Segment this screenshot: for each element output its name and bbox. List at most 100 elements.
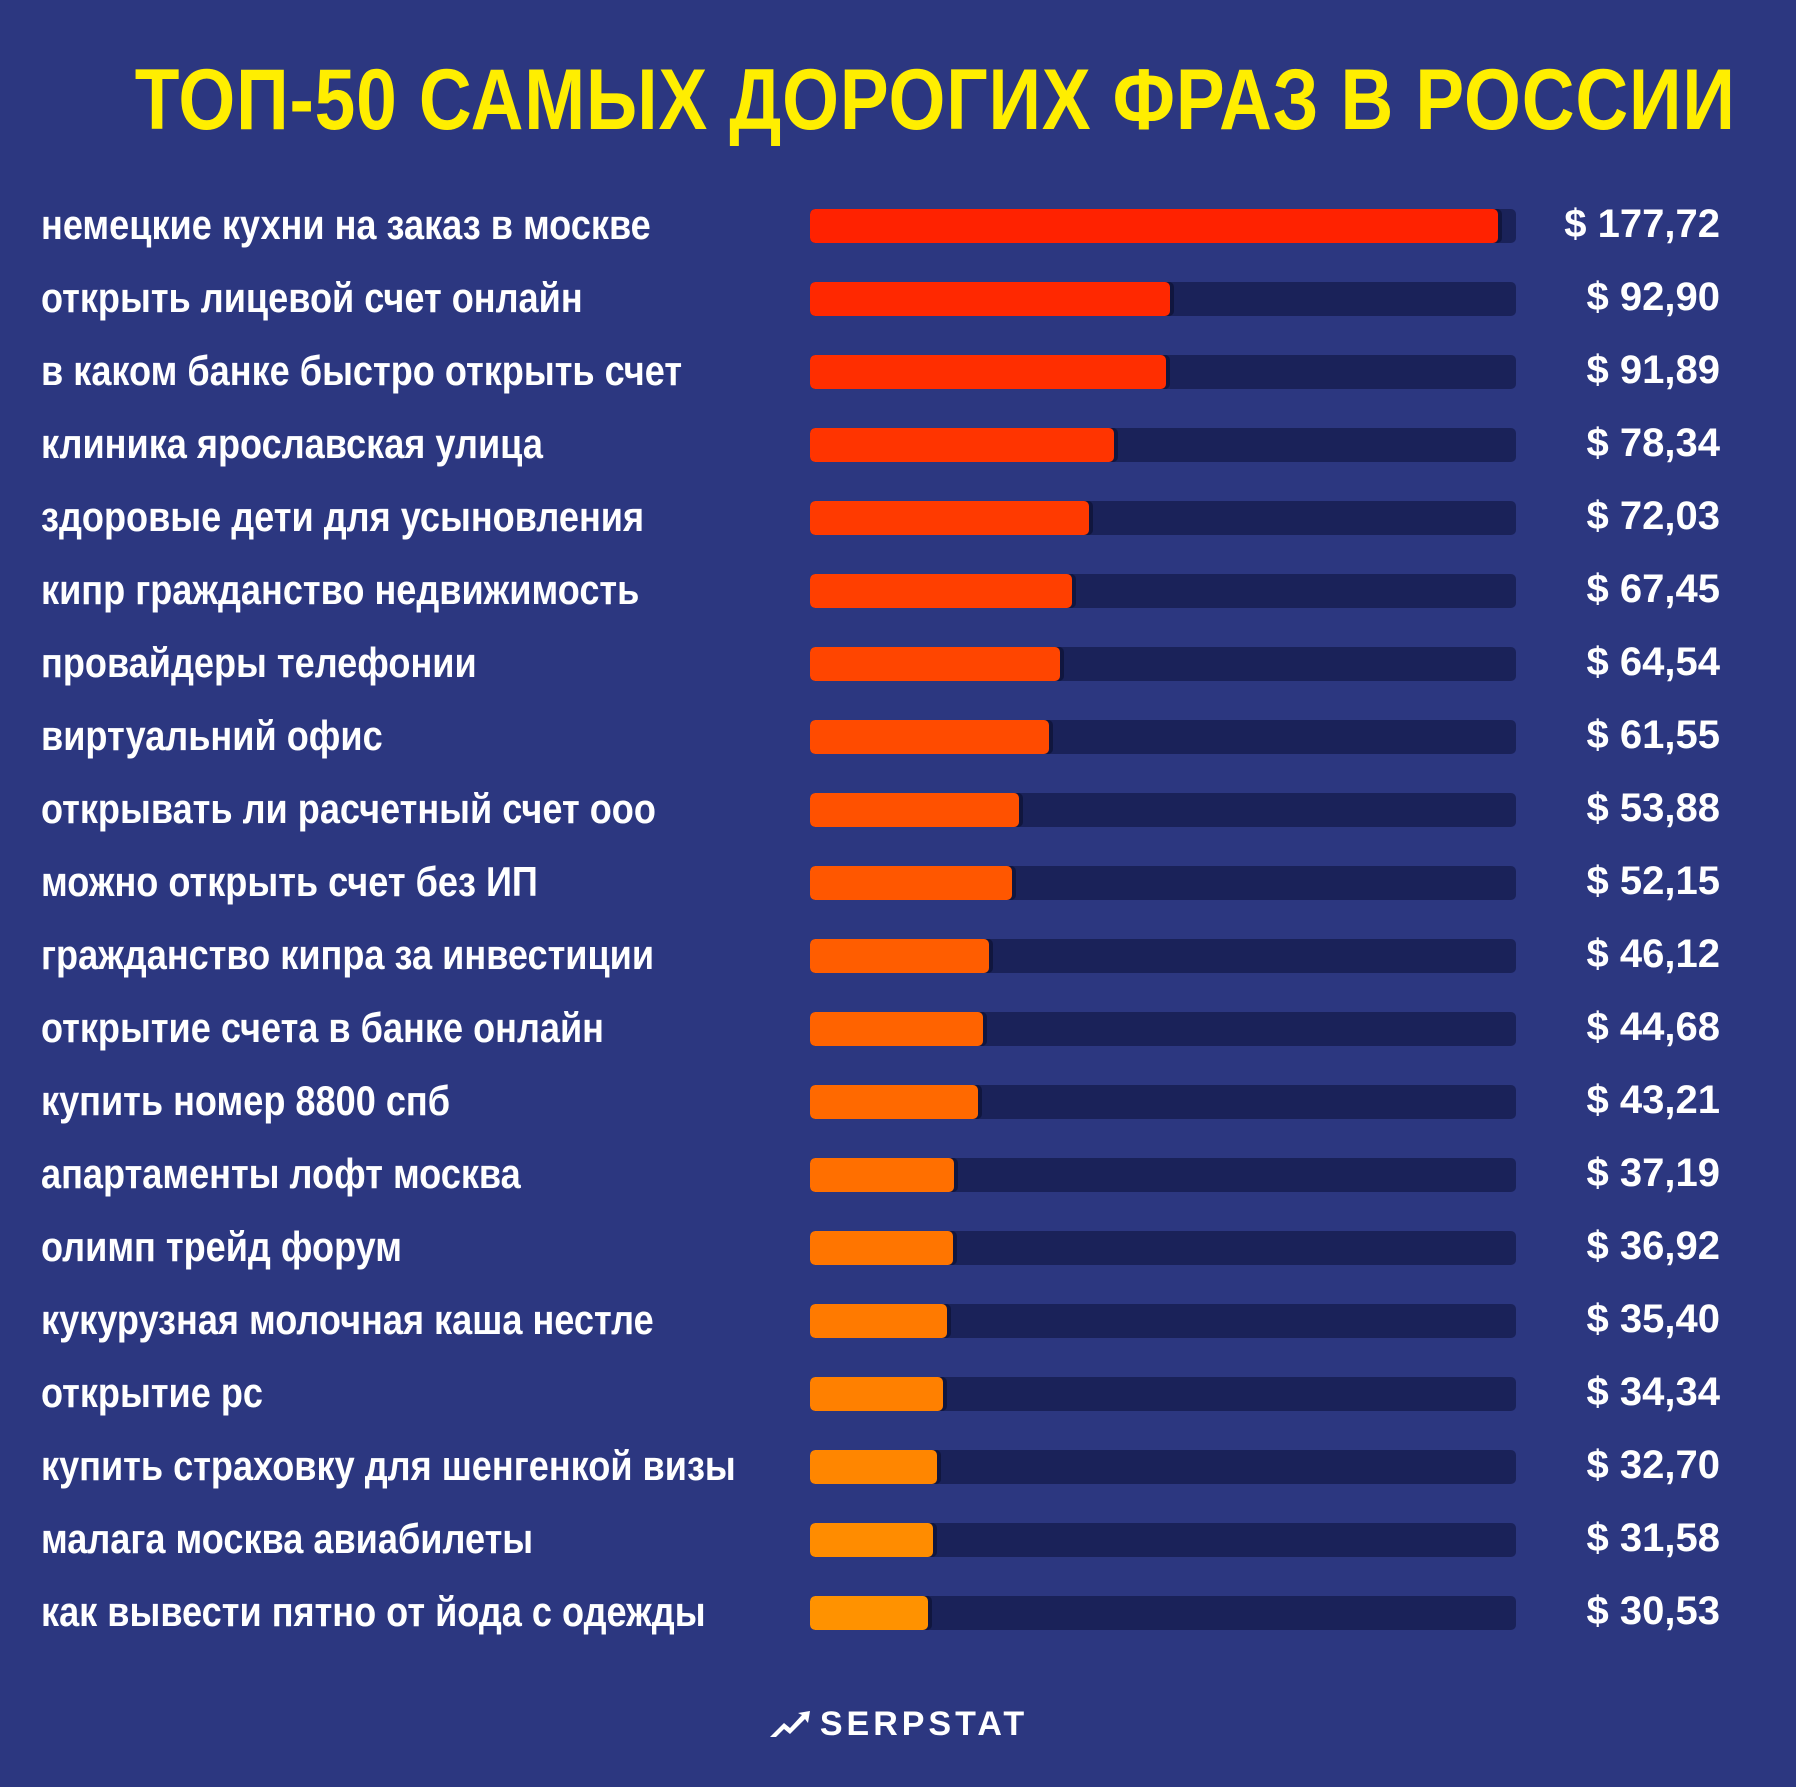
- bar: [810, 939, 989, 973]
- bar-track: [810, 1231, 1516, 1265]
- value-label: $ 37,19: [1586, 1151, 1720, 1195]
- bar: [810, 1231, 954, 1265]
- category-label: купить номер 8800 спб: [41, 1077, 451, 1124]
- value-label: $ 43,21: [1586, 1078, 1720, 1122]
- bar-track: [810, 647, 1516, 681]
- value-label: $ 177,72: [1564, 202, 1720, 246]
- bar-row: олимп трейд форум $ 36,92: [0, 1210, 1796, 1283]
- bar: [810, 574, 1072, 608]
- value-label: $ 78,34: [1586, 421, 1720, 465]
- bar-track: [810, 866, 1516, 900]
- bar-track: [810, 282, 1516, 316]
- bar-track: [810, 1085, 1516, 1119]
- bar-row: клиника ярославская улица $ 78,34: [0, 407, 1796, 480]
- bar-row: в каком банке быстро открыть счет $ 91,89: [0, 334, 1796, 407]
- category-label: кипр гражданство недвижимость: [41, 566, 640, 613]
- bar-track: [810, 355, 1516, 389]
- bar-row: виртуальний офис $ 61,55: [0, 699, 1796, 772]
- value-label: $ 61,55: [1586, 713, 1720, 757]
- bar: [810, 428, 1114, 462]
- category-label: открытие рс: [41, 1369, 264, 1416]
- value-label: $ 91,89: [1586, 348, 1720, 392]
- serpstat-logo-icon: [769, 1711, 810, 1737]
- bar: [810, 793, 1019, 827]
- bar: [810, 866, 1013, 900]
- bar-track: [810, 939, 1516, 973]
- category-label: кукурузная молочная каша нестле: [41, 1296, 654, 1343]
- bar: [810, 1158, 955, 1192]
- bar-row: здоровые дети для усыновления $ 72,03: [0, 480, 1796, 553]
- bar: [810, 1450, 937, 1484]
- value-label: $ 52,15: [1586, 859, 1720, 903]
- bar-track: [810, 501, 1516, 535]
- bar-row: апартаменты лофт москва $ 37,19: [0, 1137, 1796, 1210]
- category-label: как вывести пятно от йода с одежды: [41, 1588, 706, 1635]
- category-label: провайдеры телефонии: [41, 639, 477, 686]
- bar: [810, 1377, 944, 1411]
- bar-track: [810, 1523, 1516, 1557]
- bar-track: [810, 428, 1516, 462]
- bar-row: можно открыть счет без ИП $ 52,15: [0, 845, 1796, 918]
- bar: [810, 647, 1061, 681]
- bar-row: кукурузная молочная каша нестле $ 35,40: [0, 1283, 1796, 1356]
- bar: [810, 1523, 933, 1557]
- value-label: $ 67,45: [1586, 567, 1720, 611]
- bar-row: как вывести пятно от йода с одежды $ 30,5…: [0, 1575, 1796, 1648]
- bar: [810, 720, 1049, 754]
- bar: [810, 1596, 929, 1630]
- bar: [810, 1012, 984, 1046]
- bar: [810, 209, 1498, 243]
- category-label: открытие счета в банке онлайн: [41, 1004, 605, 1051]
- value-label: $ 92,90: [1586, 275, 1720, 319]
- category-label: открывать ли расчетный счет ооо: [41, 785, 656, 832]
- bar-track: [810, 1158, 1516, 1192]
- bar-row: открытие счета в банке онлайн $ 44,68: [0, 991, 1796, 1064]
- bar-row: открывать ли расчетный счет ооо $ 53,88: [0, 772, 1796, 845]
- bar: [810, 501, 1090, 535]
- brand-logo: SERPSTAT: [0, 1694, 1796, 1754]
- value-label: $ 46,12: [1586, 932, 1720, 976]
- category-label: апартаменты лофт москва: [41, 1150, 521, 1197]
- bar-row: провайдеры телефонии $ 64,54: [0, 626, 1796, 699]
- value-label: $ 72,03: [1586, 494, 1720, 538]
- bar-row: купить страховку для шенгенкой визы $ 32,…: [0, 1429, 1796, 1502]
- category-label: здоровые дети для усыновления: [41, 493, 645, 540]
- bar-row: малага москва авиабилеты $ 31,58: [0, 1502, 1796, 1575]
- bar-row: немецкие кухни на заказ в москве $ 177,72: [0, 188, 1796, 261]
- category-label: в каком банке быстро открыть счет: [41, 347, 683, 394]
- category-label: клиника ярославская улица: [41, 420, 543, 467]
- bar-track: [810, 1450, 1516, 1484]
- bar-row: открытие рс $ 34,34: [0, 1356, 1796, 1429]
- bar: [810, 1085, 978, 1119]
- bar-track: [810, 1304, 1516, 1338]
- category-label: открыть лицевой счет онлайн: [41, 274, 583, 321]
- category-label: гражданство кипра за инвестиции: [41, 931, 655, 978]
- category-label: олимп трейд форум: [41, 1223, 403, 1270]
- category-label: немецкие кухни на заказ в москве: [41, 201, 651, 248]
- category-label: виртуальний офис: [41, 712, 383, 759]
- category-label: можно открыть счет без ИП: [41, 858, 538, 905]
- value-label: $ 32,70: [1586, 1443, 1720, 1487]
- bar-row: кипр гражданство недвижимость $ 67,45: [0, 553, 1796, 626]
- bar-track: [810, 720, 1516, 754]
- chart-title: ТОП-50 САМЫХ ДОРОГИХ ФРАЗ В РОССИИ: [134, 52, 1736, 148]
- bar: [810, 355, 1167, 389]
- value-label: $ 53,88: [1586, 786, 1720, 830]
- value-label: $ 31,58: [1586, 1516, 1720, 1560]
- bar-track: [810, 1012, 1516, 1046]
- bar-row: купить номер 8800 спб $ 43,21: [0, 1064, 1796, 1137]
- brand-name: SERPSTAT: [819, 1704, 1029, 1743]
- category-label: купить страховку для шенгенкой визы: [41, 1442, 736, 1489]
- value-label: $ 30,53: [1586, 1589, 1720, 1633]
- value-label: $ 34,34: [1586, 1370, 1720, 1414]
- value-label: $ 44,68: [1586, 1005, 1720, 1049]
- bar-row: открыть лицевой счет онлайн $ 92,90: [0, 261, 1796, 334]
- bar: [810, 282, 1171, 316]
- bar-row: гражданство кипра за инвестиции $ 46,12: [0, 918, 1796, 991]
- category-label: малага москва авиабилеты: [41, 1515, 534, 1562]
- bar-track: [810, 574, 1516, 608]
- bar-track: [810, 209, 1516, 243]
- value-label: $ 36,92: [1586, 1224, 1720, 1268]
- bar-track: [810, 793, 1516, 827]
